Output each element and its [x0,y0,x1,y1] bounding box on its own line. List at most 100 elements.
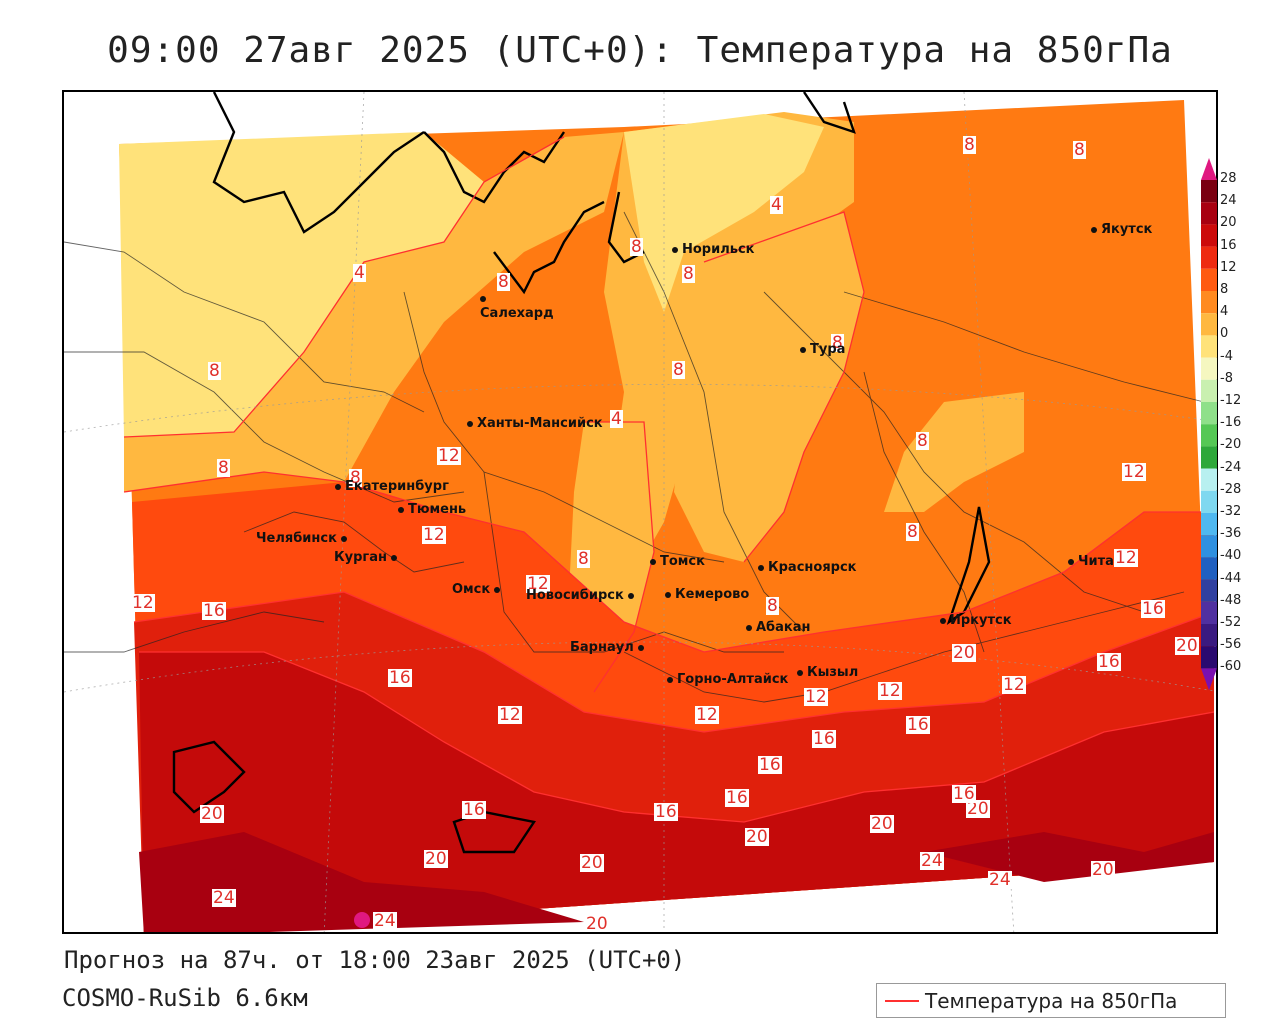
colorbar-swatch [1201,557,1217,580]
isotherm-label: 20 [1175,636,1199,656]
isotherm-label: 12 [878,681,902,701]
isotherm-label: 8 [963,135,976,155]
isotherm-label: 20 [745,827,769,847]
isotherm-label: 12 [526,574,550,594]
colorbar-tick-label: -48 [1220,592,1242,608]
city-kurgan: Курган [334,550,401,565]
map-panel: 8 8 4 8 8 4 8 8 8 8 4 12 8 8 12 12 8 8 8… [62,90,1218,934]
isotherm-label: 8 [682,264,695,284]
colorbar-tick-label: 20 [1220,215,1237,231]
isotherm-label: 16 [388,668,412,688]
city-novosibirsk: Новосибирск [526,588,638,603]
city-omsk: Омск [452,582,504,597]
isotherm-label: 24 [373,911,397,931]
colorbar-scale [1201,158,1217,691]
isotherm-label: 12 [498,705,522,725]
colorbar-top-arrow [1201,158,1217,180]
isotherm-label: 12 [1122,462,1146,482]
colorbar-tick-label: -32 [1220,504,1242,519]
colorbar-bottom-arrow [1201,668,1217,691]
colorbar-tick-label: -40 [1220,548,1242,564]
city-khanty-mansiysk: Ханты-Мансийск [467,416,603,431]
colorbar-swatch [1201,291,1217,314]
colorbar-tick-label: 8 [1220,282,1229,297]
temperature-map [64,92,1216,932]
colorbar-swatch [1201,601,1217,624]
isotherm-label: 16 [952,784,976,804]
isotherm-label: 20 [424,849,448,869]
colorbar-tick-label: -16 [1220,415,1242,431]
isotherm-label: 20 [580,853,604,873]
city-kemerovo: Кемерово [665,587,749,602]
city-tyumen: Тюмень [398,502,466,517]
isotherm-label: 8 [916,431,929,451]
isotherm-label: 16 [812,729,836,749]
colorbar-tick-label: -20 [1220,437,1242,453]
colorbar-tick-label: -12 [1220,393,1242,408]
colorbar [1200,158,1218,696]
isotherm-label: 20 [966,799,990,819]
colorbar-tick-label: -8 [1220,370,1233,386]
isotherm-label: 8 [672,360,685,380]
city-norilsk: Норильск [672,242,755,257]
city-tura: Тура [800,342,845,357]
isotherm-label: 8 [630,237,643,257]
isotherm-label: 20 [1091,860,1115,880]
colorbar-swatch [1201,490,1217,513]
colorbar-swatch [1201,335,1217,358]
forecast-info: Прогноз на 87ч. от 18:00 23авг 2025 (UTC… [64,946,686,974]
isotherm-label: 20 [585,914,609,934]
isotherm-label: 12 [1114,548,1138,568]
isotherm-label: 12 [804,687,828,707]
colorbar-tick-label: -28 [1220,481,1242,497]
colorbar-tick-label: -60 [1220,659,1242,675]
colorbar-swatch [1201,202,1217,225]
colorbar-tick-label: 16 [1220,237,1237,253]
city-yakutsk: Якутск [1091,222,1152,237]
isotherm-label: 16 [758,755,782,775]
model-name: COSMO-RuSib 6.6км [62,984,308,1012]
isotherm-label: 24 [212,888,236,908]
colorbar-tick-label: -36 [1220,526,1242,542]
colorbar-tick-label: -4 [1220,348,1233,364]
colorbar-swatch [1201,446,1217,469]
colorbar-tick-label: -24 [1220,459,1242,475]
colorbar-swatch [1201,180,1217,203]
legend-label: Температура на 850гПа [925,989,1178,1013]
isotherm-label: 16 [462,800,486,820]
city-barnaul: Барнаул [570,640,648,655]
isotherm-label: 8 [217,458,230,478]
colorbar-swatch [1201,646,1217,669]
city-krasnoyarsk: Красноярск [758,560,857,575]
isotherm-label: 8 [1073,140,1086,160]
city-abakan: Абакан [746,620,811,635]
isotherm-label: 12 [131,593,155,613]
city-yekaterinburg: Екатеринбург [335,479,449,494]
colorbar-swatch [1201,468,1217,491]
city-kyzyl: Кызыл [797,665,858,680]
isotherm-label: 16 [1141,599,1165,619]
isotherm-label: 8 [906,522,919,542]
colorbar-tick-label: 12 [1220,259,1237,275]
isotherm-label: 8 [497,272,510,292]
isotherm-label: 20 [952,643,976,663]
colorbar-swatch [1201,268,1217,291]
isotherm-label: 20 [200,804,224,824]
colorbar-tick-label: -52 [1220,615,1242,630]
colorbar-swatch [1201,357,1217,380]
isotherm-label: 20 [870,814,894,834]
isotherm-label: 8 [349,468,362,488]
isotherm-label: 24 [920,851,944,871]
colorbar-swatch [1201,579,1217,602]
colorbar-tick-label: 4 [1220,304,1229,320]
colorbar-tick-label: -56 [1220,637,1242,653]
isotherm-label: 8 [577,549,590,569]
colorbar-tick-label: 0 [1220,326,1229,342]
colorbar-swatch [1201,379,1217,402]
isotherm-label: 24 [988,870,1012,890]
isotherm-label: 8 [831,333,844,353]
colorbar-tick-label: 28 [1220,171,1237,186]
colorbar-tick-label: 24 [1220,193,1237,209]
isotherm-label: 8 [766,596,779,616]
city-chita: Чита [1068,554,1114,569]
